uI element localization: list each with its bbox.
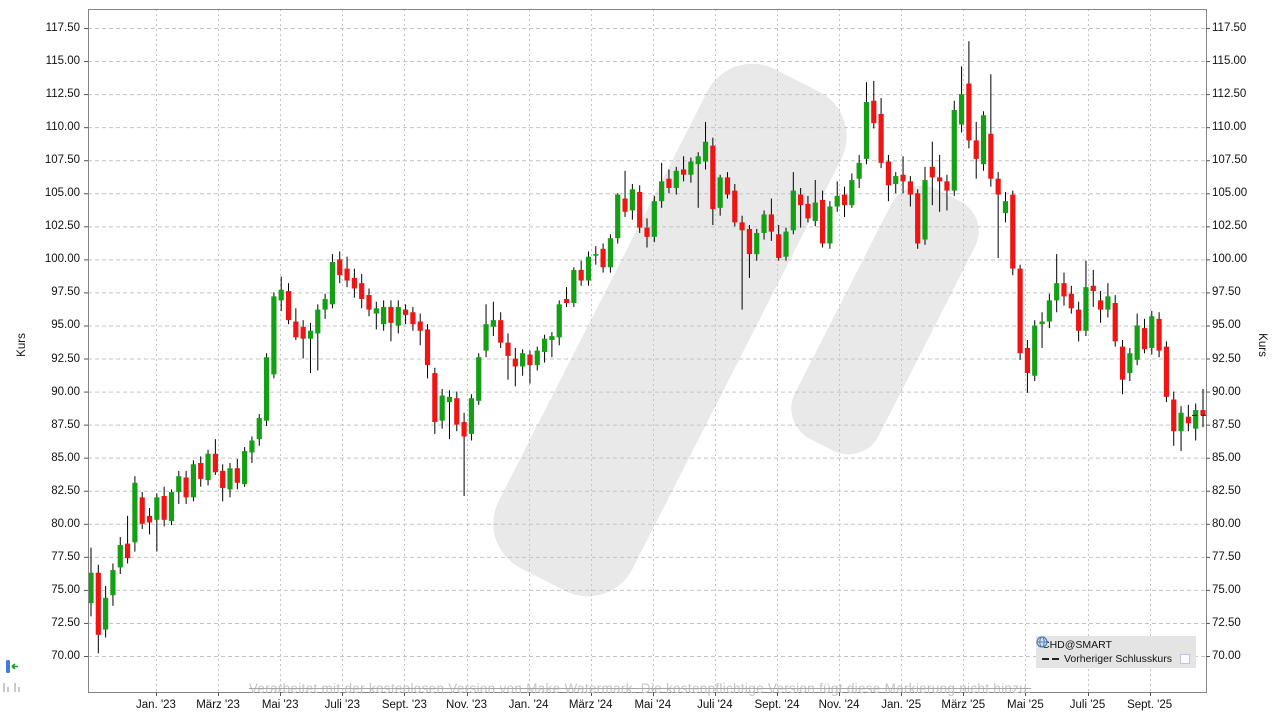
y-axis-title-left: Kurs bbox=[16, 333, 28, 357]
y-tick-label: 107.50 bbox=[1212, 154, 1248, 167]
y-tick-label: 87.50 bbox=[51, 418, 80, 431]
scroll-left-tool-icon[interactable] bbox=[3, 659, 21, 675]
y-axis-title-right: Kurs bbox=[1256, 333, 1268, 357]
y-tick-label: 70.00 bbox=[1212, 650, 1241, 662]
x-tick-label: Jan. '24 bbox=[508, 699, 549, 711]
x-tick-label: Sept. '25 bbox=[1127, 699, 1173, 711]
y-tick-label: 105.00 bbox=[44, 187, 80, 200]
y-tick-label: 117.50 bbox=[45, 21, 80, 34]
watermark-logo-shape bbox=[493, 63, 979, 597]
y-tick-label: 90.00 bbox=[51, 385, 80, 398]
y-tick-label: 80.00 bbox=[51, 517, 80, 530]
y-tick-label: 105.00 bbox=[1212, 187, 1248, 200]
y-tick-label: 97.50 bbox=[51, 286, 80, 299]
y-tick-label: 82.50 bbox=[1212, 484, 1241, 497]
y-tick-label: 82.50 bbox=[51, 484, 80, 497]
y-tick-label: 102.50 bbox=[44, 220, 80, 233]
y-tick-label: 77.50 bbox=[51, 550, 80, 563]
globe-icon bbox=[1036, 636, 1048, 648]
y-tick-label: 95.00 bbox=[51, 319, 80, 332]
x-tick-label: Juli '25 bbox=[1069, 699, 1106, 711]
x-tick-label: Mai '24 bbox=[634, 699, 672, 711]
y-tick-label: 85.00 bbox=[51, 451, 80, 464]
x-tick-label: Sept. '24 bbox=[754, 699, 800, 711]
x-tick-label: Juli '24 bbox=[697, 699, 733, 711]
y-tick-label: 85.00 bbox=[1212, 451, 1241, 464]
y-tick-label: 100.00 bbox=[44, 253, 80, 266]
y-tick-label: 110.00 bbox=[1212, 121, 1247, 134]
y-tick-label: 90.00 bbox=[1212, 385, 1241, 398]
legend-checkbox[interactable] bbox=[1180, 654, 1190, 664]
y-tick-label: 107.50 bbox=[44, 154, 80, 167]
y-tick-label: 75.00 bbox=[51, 583, 80, 596]
y-tick-label: 112.50 bbox=[45, 88, 80, 101]
y-tick-label: 75.00 bbox=[1212, 583, 1241, 596]
y-tick-label: 87.50 bbox=[1212, 418, 1241, 431]
axis-ticks bbox=[84, 27, 1210, 696]
y-tick-label: 70.00 bbox=[51, 650, 80, 662]
y-tick-label: 92.50 bbox=[1212, 352, 1241, 365]
y-tick-label: 95.00 bbox=[1212, 319, 1241, 332]
x-tick-label: Jan. '25 bbox=[881, 699, 922, 711]
y-tick-label: 92.50 bbox=[51, 352, 80, 365]
legend-box: CHD@SMART Vorheriger Schlusskurs bbox=[1036, 636, 1196, 668]
y-tick-label: 115.00 bbox=[45, 55, 80, 68]
candles bbox=[88, 41, 1206, 654]
y-tick-label: 112.50 bbox=[1212, 88, 1247, 101]
y-tick-label: 110.00 bbox=[45, 121, 80, 134]
x-tick-label: März '25 bbox=[941, 699, 986, 711]
y-tick-label: 80.00 bbox=[1212, 517, 1241, 530]
legend-series-title: CHD@SMART bbox=[1042, 639, 1112, 651]
watermark-text: Verarbeitet mit der kostenlosen Version … bbox=[248, 681, 1032, 696]
dashed-line-swatch bbox=[1042, 658, 1060, 660]
plot-area bbox=[88, 9, 1206, 692]
y-tick-label: 97.50 bbox=[1212, 286, 1241, 299]
x-tick-label: Nov. '24 bbox=[818, 699, 860, 711]
x-tick-label: Jan. '23 bbox=[136, 699, 176, 711]
y-tick-label: 72.50 bbox=[51, 616, 80, 629]
residual-watermark-marks bbox=[3, 683, 20, 692]
plot-frame bbox=[88, 9, 1207, 693]
y-tick-label: 77.50 bbox=[1212, 550, 1241, 563]
y-tick-label: 100.00 bbox=[1212, 253, 1248, 266]
y-tick-label: 117.50 bbox=[1212, 21, 1247, 34]
y-tick-label: 115.00 bbox=[1212, 55, 1247, 68]
x-tick-label: Juli '23 bbox=[324, 699, 361, 711]
x-tick-label: Sept. '23 bbox=[381, 699, 427, 711]
x-tick-label: März '23 bbox=[196, 699, 240, 711]
x-tick-label: Nov. '23 bbox=[446, 699, 487, 711]
y-tick-label: 72.50 bbox=[1212, 616, 1241, 629]
x-tick-label: Mai '25 bbox=[1007, 699, 1044, 711]
legend-item-label: Vorheriger Schlusskurs bbox=[1064, 653, 1172, 665]
x-tick-label: März '24 bbox=[568, 699, 613, 711]
x-tick-label: Mai '23 bbox=[261, 699, 299, 711]
y-tick-label: 102.50 bbox=[1212, 220, 1248, 233]
